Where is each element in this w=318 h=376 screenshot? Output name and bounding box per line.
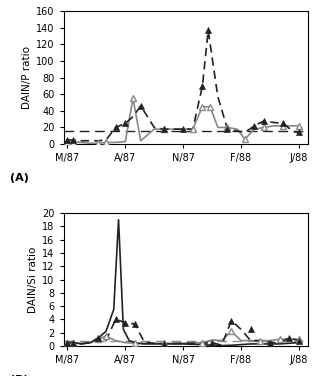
Text: (B): (B) — [10, 375, 28, 376]
Y-axis label: DAIN/Si ratio: DAIN/Si ratio — [28, 246, 38, 313]
Text: (A): (A) — [10, 173, 29, 183]
Y-axis label: DAIN/P ratio: DAIN/P ratio — [22, 46, 32, 109]
